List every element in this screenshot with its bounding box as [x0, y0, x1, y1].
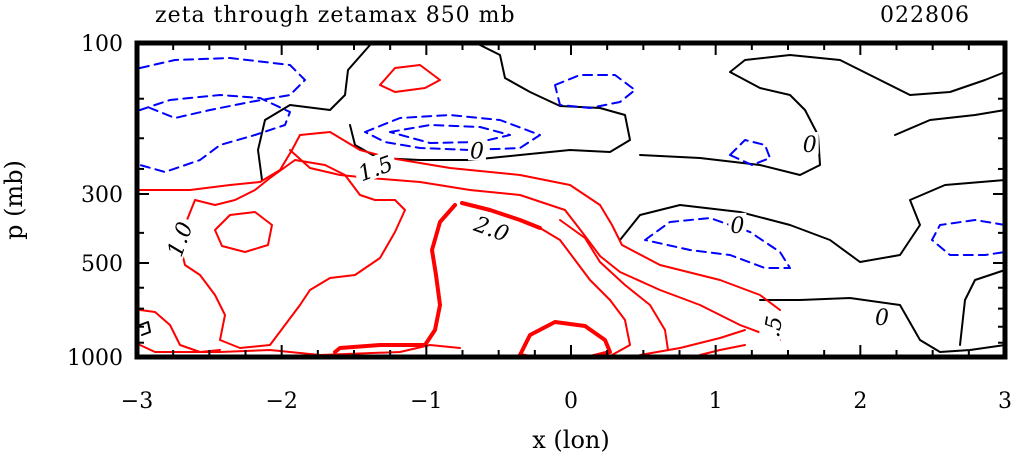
contour-label-bg: [161, 215, 197, 263]
negative-contour-right-edge: [931, 219, 1006, 256]
chart-date-label: 022806: [880, 3, 970, 28]
contour-label: 0: [470, 139, 484, 164]
zero-contour-right-top: [639, 54, 1006, 176]
negative-contours: [139, 57, 1006, 269]
x-tick-label: −1: [410, 389, 442, 414]
contour-label-bg: [351, 149, 399, 185]
negative-contour-center-2: [389, 124, 511, 144]
negative-contour-topleft-2: [139, 94, 291, 173]
contour-label-bg: [873, 304, 892, 327]
y-tick-label: 500: [81, 252, 123, 277]
positive-contour-bottom-right: [639, 329, 746, 356]
positive-contours: [139, 64, 781, 359]
zero-contour-bottom-right: [959, 269, 1006, 346]
left-edge-contour-path: [139, 321, 151, 336]
positive-contour-small-loop: [214, 211, 273, 253]
contour-label: 0: [730, 214, 744, 239]
x-tick-label: 3: [998, 389, 1012, 414]
x-axis-label: x (lon): [532, 426, 609, 454]
positive-contour-1.0-left: [179, 159, 406, 349]
x-tick-label: 0: [564, 389, 578, 414]
x-tick-label: −2: [265, 389, 297, 414]
x-tick-label: −3: [121, 389, 153, 414]
negative-contour-topleft-1: [139, 57, 306, 119]
y-tick-label: 100: [81, 32, 123, 57]
zero-contour-top: [257, 44, 371, 181]
positive-contour-lower-1: [139, 309, 221, 353]
negative-contour-mid-right: [644, 217, 791, 269]
contour-label-bg: [468, 210, 516, 246]
contour-label-bg: [728, 212, 747, 235]
zero-contour-mid: [619, 179, 1006, 263]
positive-contour-outer: [139, 131, 781, 311]
bold-contour-bottom-loop: [518, 320, 612, 359]
negative-contour-top-mid: [554, 74, 636, 109]
bold-contour-upper: [460, 201, 542, 230]
positive-contour-bottom-right-2: [699, 344, 746, 356]
zero-contour-right-edge: [894, 109, 1006, 136]
contour-label-bg: [467, 138, 486, 161]
contour-label-bg: [800, 131, 819, 154]
contour-label: .5: [760, 314, 788, 339]
x-tick-label: 1: [709, 389, 723, 414]
x-axis-tick-labels: −3 −2 −1 0 1 2 3: [121, 389, 1012, 414]
y-axis-ticks: [137, 42, 1005, 358]
y-tick-label: 1000: [67, 346, 123, 371]
positive-contour-1.5: [289, 149, 781, 341]
y-axis-label: p (mb): [0, 160, 28, 240]
positive-contour-lower-2: [139, 344, 461, 356]
x-axis-ticks: [136, 43, 1006, 357]
positive-contour-2.0-outer: [559, 219, 669, 351]
left-edge-contour: [139, 321, 151, 336]
y-axis-tick-labels: 100 300 500 1000: [67, 32, 123, 371]
contour-field: [139, 44, 1006, 359]
positive-contour-2.0-inner: [539, 227, 631, 356]
zero-contour-lower: [759, 297, 1006, 353]
negative-contour-center-1: [364, 114, 541, 151]
positive-contour-top-1: [379, 64, 441, 93]
contour-label: 0: [803, 133, 817, 158]
y-tick-label: 300: [81, 183, 123, 208]
chart-title: zeta through zetamax 850 mb: [155, 3, 516, 28]
negative-contour-right-small: [729, 139, 771, 166]
bold-contour-center: [333, 203, 457, 354]
x-tick-label: 2: [853, 389, 867, 414]
contour-label: 0: [875, 306, 889, 331]
contour-label-bg: [758, 309, 786, 344]
